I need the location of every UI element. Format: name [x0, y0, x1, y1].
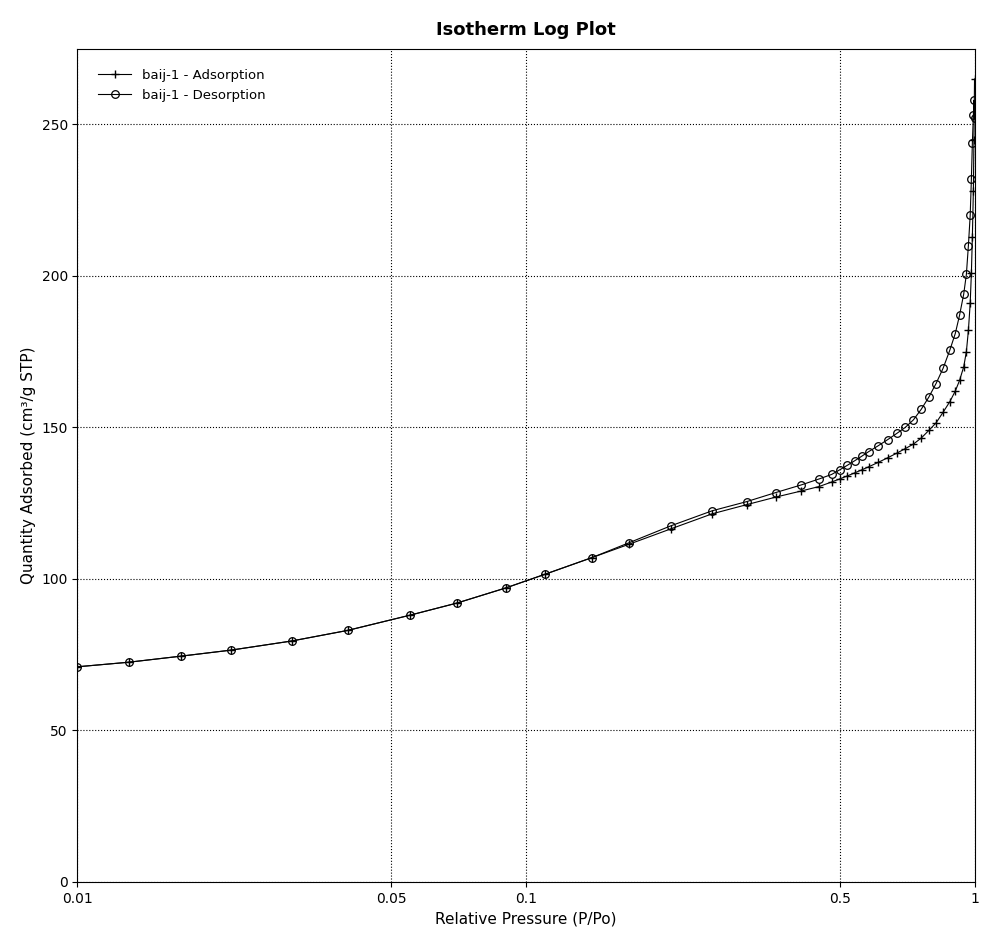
baij-1 - Desorption [175, 651, 187, 662]
baij-1 - Adsorption [949, 385, 961, 397]
baij-1 - Adsorption [962, 325, 974, 336]
baij-1 - Adsorption [968, 134, 980, 145]
baij-1 - Desorption [813, 474, 825, 485]
baij-1 - Desorption [915, 403, 927, 415]
baij-1 - Desorption [967, 110, 979, 121]
baij-1 - Adsorption [451, 598, 463, 609]
baij-1 - Desorption [623, 537, 635, 548]
baij-1 - Adsorption [539, 569, 551, 581]
baij-1 - Adsorption [969, 73, 981, 84]
baij-1 - Desorption [964, 209, 976, 221]
baij-1 - Desorption [286, 635, 298, 647]
baij-1 - Adsorption [795, 486, 807, 497]
baij-1 - Adsorption [286, 635, 298, 647]
baij-1 - Desorption [404, 610, 416, 621]
baij-1 - Adsorption [863, 461, 875, 473]
baij-1 - Adsorption [856, 464, 868, 475]
X-axis label: Relative Pressure (P/Po): Relative Pressure (P/Po) [435, 911, 617, 926]
baij-1 - Adsorption [770, 491, 782, 503]
baij-1 - Desorption [706, 505, 718, 516]
baij-1 - Adsorption [225, 645, 237, 656]
baij-1 - Desorption [225, 645, 237, 656]
baij-1 - Adsorption [965, 267, 977, 278]
Line: baij-1 - Desorption: baij-1 - Desorption [74, 97, 978, 670]
baij-1 - Desorption [966, 137, 978, 149]
baij-1 - Desorption [123, 656, 135, 668]
baij-1 - Adsorption [872, 456, 884, 468]
baij-1 - Desorption [872, 440, 884, 452]
baij-1 - Desorption [930, 378, 942, 389]
baij-1 - Adsorption [849, 467, 861, 478]
Legend: baij-1 - Adsorption, baij-1 - Desorption: baij-1 - Adsorption, baij-1 - Desorption [93, 63, 271, 108]
baij-1 - Desorption [907, 414, 919, 425]
baij-1 - Adsorption [404, 610, 416, 621]
baij-1 - Adsorption [342, 625, 354, 636]
baij-1 - Desorption [856, 451, 868, 462]
baij-1 - Adsorption [586, 552, 598, 563]
baij-1 - Desorption [826, 469, 838, 480]
baij-1 - Adsorption [665, 524, 677, 535]
Title: Isotherm Log Plot: Isotherm Log Plot [436, 21, 616, 39]
baij-1 - Desorption [899, 421, 911, 433]
baij-1 - Desorption [586, 552, 598, 563]
baij-1 - Desorption [958, 289, 970, 300]
baij-1 - Desorption [954, 310, 966, 321]
baij-1 - Desorption [891, 428, 903, 439]
baij-1 - Adsorption [123, 656, 135, 668]
baij-1 - Adsorption [915, 433, 927, 444]
baij-1 - Desorption [834, 464, 846, 475]
baij-1 - Adsorption [907, 438, 919, 450]
baij-1 - Desorption [969, 113, 981, 124]
baij-1 - Adsorption [958, 361, 970, 372]
baij-1 - Desorption [944, 345, 956, 356]
baij-1 - Desorption [923, 391, 935, 402]
baij-1 - Adsorption [960, 346, 972, 357]
baij-1 - Adsorption [882, 452, 894, 463]
baij-1 - Adsorption [967, 186, 979, 197]
baij-1 - Adsorption [813, 481, 825, 492]
baij-1 - Adsorption [937, 406, 949, 418]
baij-1 - Adsorption [834, 474, 846, 485]
baij-1 - Desorption [962, 240, 974, 251]
baij-1 - Desorption [949, 328, 961, 339]
baij-1 - Adsorption [930, 418, 942, 429]
baij-1 - Adsorption [175, 651, 187, 662]
baij-1 - Desorption [863, 446, 875, 457]
baij-1 - Adsorption [899, 443, 911, 455]
baij-1 - Adsorption [944, 396, 956, 407]
baij-1 - Adsorption [706, 509, 718, 520]
baij-1 - Desorption [882, 434, 894, 445]
baij-1 - Adsorption [826, 476, 838, 488]
baij-1 - Desorption [960, 269, 972, 280]
baij-1 - Desorption [342, 625, 354, 636]
baij-1 - Adsorption [954, 375, 966, 386]
baij-1 - Adsorption [623, 539, 635, 550]
baij-1 - Adsorption [741, 499, 753, 510]
baij-1 - Desorption [968, 95, 980, 106]
baij-1 - Desorption [841, 459, 853, 471]
baij-1 - Adsorption [71, 661, 83, 672]
baij-1 - Desorption [665, 520, 677, 531]
baij-1 - Adsorption [923, 425, 935, 437]
baij-1 - Desorption [539, 569, 551, 581]
baij-1 - Desorption [770, 487, 782, 498]
baij-1 - Adsorption [891, 448, 903, 459]
baij-1 - Desorption [500, 582, 512, 594]
baij-1 - Desorption [741, 496, 753, 508]
baij-1 - Adsorption [841, 471, 853, 482]
Line: baij-1 - Adsorption: baij-1 - Adsorption [73, 75, 979, 670]
baij-1 - Adsorption [500, 582, 512, 594]
baij-1 - Desorption [849, 456, 861, 467]
Y-axis label: Quantity Adsorbed (cm³/g STP): Quantity Adsorbed (cm³/g STP) [21, 347, 36, 584]
baij-1 - Desorption [937, 363, 949, 374]
baij-1 - Adsorption [966, 231, 978, 242]
baij-1 - Desorption [795, 479, 807, 491]
baij-1 - Desorption [71, 661, 83, 672]
baij-1 - Desorption [451, 598, 463, 609]
baij-1 - Desorption [965, 173, 977, 185]
baij-1 - Adsorption [964, 297, 976, 309]
